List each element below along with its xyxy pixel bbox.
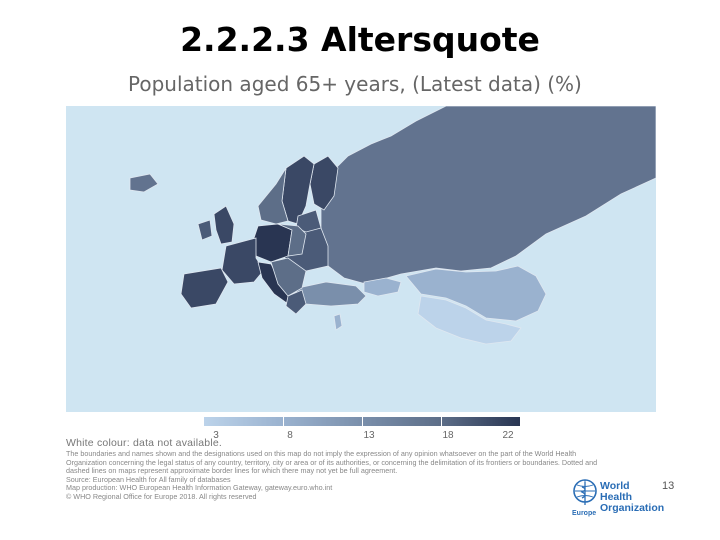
source-line: Source: European Health for All family o… [66,475,231,484]
region-norway [257,167,289,225]
region-iberia [180,267,229,309]
legend-tick: 18 [442,430,454,441]
who-region: Europe [572,510,597,517]
who-name-line1: World Health [600,480,633,503]
region-israel [333,313,343,331]
region-balkans [270,257,307,297]
who-emblem-icon [573,479,597,505]
disclaimer-line: dashed lines on maps represent approxima… [66,467,398,476]
region-france [221,237,265,285]
disclaimer-line: Organization concerning the legal status… [66,458,598,467]
legend-separator [362,417,363,426]
copyright-line: © WHO Regional Office for Europe 2018. A… [66,492,257,501]
region-russia [320,106,656,285]
map-canvas [66,106,656,412]
who-name: World Health Organization [600,481,664,514]
legend-tick: 22 [502,430,514,441]
legend-tick: 8 [287,430,293,441]
region-caucasus [363,277,402,297]
production-line: Map production: WHO European Health Info… [66,484,333,493]
page-number: 13 [662,480,675,492]
region-iceland [129,173,159,193]
slide-title: 2.2.2.3 Altersquote [180,20,540,59]
region-kazakhstan [405,265,547,322]
choropleth-map [66,106,656,412]
legend-tick: 3 [213,430,219,441]
color-scale-legend: 3 8 13 18 22 [204,417,520,443]
region-greece [285,289,307,315]
who-logo: World Health Organization Europe [572,478,664,518]
no-data-note: White colour: data not available. [66,437,223,449]
region-central-asia [417,295,522,345]
who-region-row: Europe [572,510,596,517]
disclaimer-line: The boundaries and names shown and the d… [66,450,577,458]
legend-tick: 13 [363,430,375,441]
region-finland [309,155,339,211]
region-germany [253,223,293,263]
map-title: Population aged 65+ years, (Latest data)… [128,72,582,96]
legend-separator [283,417,284,426]
legend-separator [441,417,442,426]
region-poland [277,223,307,257]
who-name-line2: Organization [600,502,665,514]
region-uk [213,205,235,245]
disclaimer-text: The boundaries and names shown and the d… [66,450,656,502]
region-ireland [197,219,213,241]
